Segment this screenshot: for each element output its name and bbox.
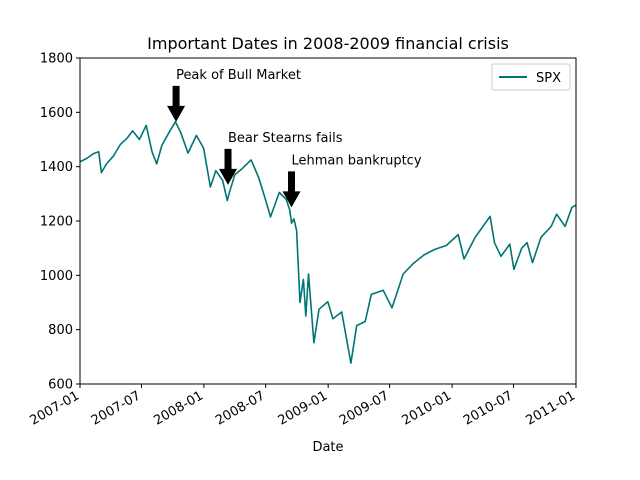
annotation-arrow [167,85,186,122]
annotation-label: Lehman bankruptcy [292,153,422,168]
plot-frame [79,57,577,385]
y-tick-label: 1000 [40,269,73,284]
y-tick-label: 600 [48,378,73,393]
y-axis: 600 800 1000 1200 1400 1600 1800 [40,52,80,393]
x-tick-label: 2008-07 [213,388,268,428]
annotation: Bear Stearns fails [219,131,343,185]
plot-area [79,121,577,364]
x-tick-label: 2010-01 [400,388,455,428]
legend: SPX [491,63,571,91]
x-tick-label: 2009-07 [337,388,392,428]
annotation-arrow [219,148,238,185]
y-tick-label: 1800 [40,52,73,67]
y-tick-label: 800 [48,323,73,338]
annotation: Lehman bankruptcy [282,153,422,208]
annotation-label: Peak of Bull Market [176,68,301,83]
x-axis: 2007-01 2007-07 2008-01 2008-07 2009-01 2009-… [27,384,578,429]
x-tick-label: 2007-01 [27,388,82,428]
legend-box [491,63,571,91]
x-tick-label: 2009-01 [276,388,331,428]
x-tick-label: 2007-07 [89,388,144,428]
y-tick-label: 1600 [40,106,73,121]
series-line-spx [79,121,577,364]
x-tick-label: 2008-01 [151,388,206,428]
y-tick-label: 1200 [40,215,73,230]
x-tick-label: 2010-07 [461,388,516,428]
annotation-label: Bear Stearns fails [228,131,343,146]
legend-label-spx: SPX [536,71,561,86]
annotation: Peak of Bull Market [167,68,301,122]
x-tick-label: 2011-01 [523,388,578,428]
y-tick-label: 1400 [40,160,73,175]
annotation-arrow [282,171,301,208]
chart-title: Important Dates in 2008-2009 financial c… [147,34,509,53]
x-axis-label: Date [312,440,343,455]
annotations: Peak of Bull Market Bear Stearns fails Leh… [167,68,422,208]
